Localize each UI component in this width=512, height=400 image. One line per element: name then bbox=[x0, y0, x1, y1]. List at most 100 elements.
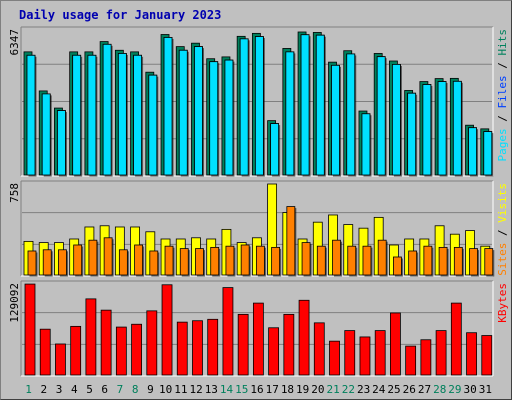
pages-bar bbox=[224, 59, 234, 176]
pages-bar bbox=[57, 110, 66, 176]
sites-bar bbox=[73, 244, 83, 276]
hits-legend: Pages / Files / Hits bbox=[496, 29, 509, 162]
sites-bar bbox=[118, 249, 128, 276]
page-title: Daily usage for January 2023 bbox=[19, 8, 222, 22]
day-label: 1 bbox=[25, 383, 32, 396]
pages-bar bbox=[163, 37, 173, 176]
pages-bar bbox=[102, 43, 112, 176]
kbytes-bar bbox=[390, 312, 401, 376]
kbytes-bar bbox=[39, 328, 51, 376]
sites-bar bbox=[286, 206, 296, 276]
visits-legend-sites: Sites bbox=[496, 243, 509, 276]
day-label: 25 bbox=[387, 383, 400, 396]
sites-bar bbox=[149, 250, 159, 276]
day-label: 24 bbox=[372, 383, 386, 396]
kbytes-bar bbox=[283, 313, 295, 376]
kbytes-bar bbox=[374, 330, 386, 376]
pages-bar bbox=[407, 92, 417, 176]
pages-bar bbox=[117, 53, 127, 176]
sites-bar bbox=[271, 246, 281, 276]
kbytes-legend: KBytes bbox=[496, 283, 509, 323]
kbytes-bar bbox=[85, 298, 97, 376]
pages-bar bbox=[437, 81, 447, 176]
visits-legend-separator: / bbox=[496, 223, 509, 243]
pages-bar bbox=[285, 51, 295, 176]
kbytes-bar bbox=[329, 340, 340, 376]
sites-bar bbox=[377, 239, 387, 276]
kbytes-bar bbox=[237, 313, 249, 376]
day-label: 13 bbox=[205, 383, 218, 396]
kbytes-bar bbox=[344, 330, 356, 376]
sites-bar bbox=[408, 250, 418, 276]
day-label: 15 bbox=[235, 383, 248, 396]
day-label: 19 bbox=[296, 383, 309, 396]
kbytes-bar bbox=[100, 309, 112, 376]
pages-bar bbox=[300, 34, 310, 176]
pages-bar bbox=[148, 74, 158, 176]
day-label: 8 bbox=[132, 383, 139, 396]
day-label: 17 bbox=[266, 383, 279, 396]
sites-bar bbox=[332, 239, 341, 276]
kbytes-bar bbox=[405, 345, 417, 376]
sites-bar bbox=[195, 248, 204, 276]
pages-bar bbox=[468, 127, 477, 176]
hits-legend-files: Files bbox=[496, 75, 509, 108]
sites-bar bbox=[240, 244, 250, 276]
kbytes-bar bbox=[146, 310, 158, 376]
kbytes-bar bbox=[176, 321, 188, 376]
kbytes-bar bbox=[222, 287, 234, 376]
sites-bar bbox=[423, 245, 433, 276]
day-label: 20 bbox=[311, 383, 324, 396]
kbytes-bar bbox=[24, 283, 36, 376]
sites-bar bbox=[164, 245, 174, 276]
day-label: 10 bbox=[159, 383, 172, 396]
sites-bar bbox=[27, 250, 37, 276]
sites-bar bbox=[42, 249, 52, 276]
visits-legend-visits: Visits bbox=[496, 183, 509, 223]
day-label: 21 bbox=[327, 383, 340, 396]
kbytes-bar bbox=[131, 323, 142, 376]
visits-legend: Sites / Visits bbox=[496, 183, 509, 276]
sites-bar bbox=[210, 246, 220, 276]
pages-bar bbox=[194, 46, 203, 176]
day-label: 16 bbox=[250, 383, 263, 396]
sites-bar bbox=[225, 245, 235, 276]
kbytes-bar bbox=[115, 326, 127, 376]
hits-legend-separator: / bbox=[496, 56, 509, 76]
sites-bar bbox=[453, 246, 463, 276]
pages-bar bbox=[87, 54, 97, 176]
kbytes-bar bbox=[268, 327, 280, 376]
day-label: 11 bbox=[174, 383, 187, 396]
kbytes-bar bbox=[420, 339, 432, 376]
day-label: 27 bbox=[418, 383, 431, 396]
pages-bar bbox=[254, 36, 264, 176]
day-label: 30 bbox=[464, 383, 477, 396]
pages-bar bbox=[392, 64, 401, 176]
sites-bar bbox=[316, 245, 326, 276]
sites-bar bbox=[103, 237, 113, 276]
kbytes-legend-kbytes: KBytes bbox=[496, 283, 509, 323]
day-label: 4 bbox=[71, 383, 78, 396]
day-label: 7 bbox=[117, 383, 124, 396]
sites-bar bbox=[134, 244, 143, 276]
kbytes-bar bbox=[55, 343, 66, 376]
kbytes-bar bbox=[435, 330, 447, 376]
kbytes-bar bbox=[481, 335, 493, 376]
pages-bar bbox=[239, 38, 249, 176]
sites-bar bbox=[301, 242, 311, 276]
day-label: 22 bbox=[342, 383, 355, 396]
sites-bar bbox=[255, 245, 265, 276]
day-label: 9 bbox=[147, 383, 154, 396]
pages-bar bbox=[41, 93, 51, 176]
day-label: 14 bbox=[220, 383, 234, 396]
sites-bar bbox=[362, 245, 372, 276]
sites-bar bbox=[393, 256, 402, 276]
sites-bar bbox=[438, 246, 448, 276]
sites-bar bbox=[347, 245, 357, 276]
pages-bar bbox=[209, 61, 219, 176]
sites-bar bbox=[179, 248, 189, 276]
day-label: 3 bbox=[56, 383, 63, 396]
day-label: 6 bbox=[101, 383, 108, 396]
kbytes-bar bbox=[161, 284, 173, 376]
day-label: 26 bbox=[403, 383, 416, 396]
